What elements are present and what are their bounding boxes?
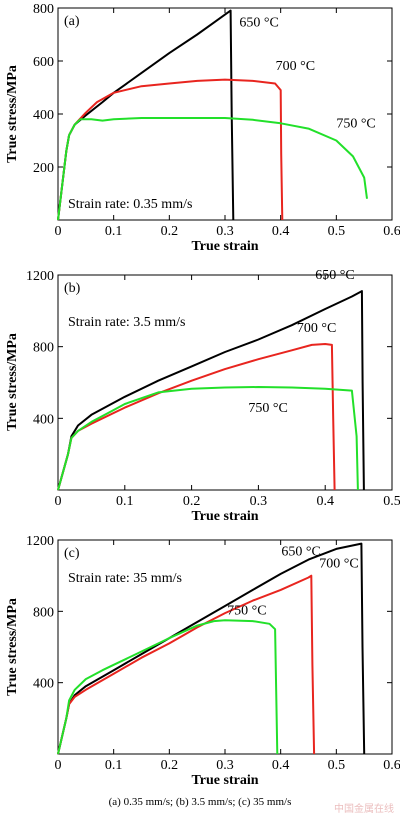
x-tick-label: 0.1 xyxy=(105,758,123,773)
x-tick-label: 0.2 xyxy=(161,224,179,239)
panel-label: (b) xyxy=(64,281,81,296)
x-tick-label: 0.3 xyxy=(250,494,268,509)
plot-frame xyxy=(57,7,393,221)
y-tick-label: 600 xyxy=(33,55,54,70)
series-line-750 xyxy=(57,619,279,755)
y-tick-label: 200 xyxy=(33,161,54,176)
y-axis-label: True stress/MPa xyxy=(5,333,20,431)
series-label-700: 700 °C xyxy=(276,59,315,74)
series-label-750: 750 °C xyxy=(336,117,375,132)
series-label-650: 650 °C xyxy=(315,268,354,283)
x-tick-label: 0.5 xyxy=(328,224,346,239)
strain-rate-annotation: Strain rate: 35 mm/s xyxy=(68,571,182,586)
series-line-750 xyxy=(57,117,368,221)
y-tick-label: 800 xyxy=(33,2,54,17)
y-tick-label: 400 xyxy=(33,677,54,692)
figure-caption: (a) 0.35 mm/s; (b) 3.5 mm/s; (c) 35 mm/s xyxy=(108,796,292,808)
x-tick-label: 0 xyxy=(55,758,62,773)
y-tick-label: 800 xyxy=(33,341,54,356)
series-label-650: 650 °C xyxy=(281,545,320,560)
y-axis-label: True stress/MPa xyxy=(5,65,20,163)
x-tick-label: 0.1 xyxy=(105,224,123,239)
x-tick-label: 0.2 xyxy=(161,758,179,773)
x-tick-label: 0.5 xyxy=(383,494,400,509)
panel-a: 0 0.1 0.2 0.3 0.4 0.5 0.6 200 400 600 800 True stra… xyxy=(5,2,400,254)
series-label-700: 700 °C xyxy=(319,557,358,572)
y-axis-label: True stress/MPa xyxy=(5,598,20,696)
x-axis-label: True strain xyxy=(191,773,258,788)
y-tick-label: 400 xyxy=(33,108,54,123)
x-tick-label: 0.6 xyxy=(383,758,400,773)
x-axis-label: True strain xyxy=(191,239,258,254)
y-tick-label: 1200 xyxy=(26,534,54,549)
x-tick-label: 0.4 xyxy=(316,494,334,509)
plot-frame xyxy=(57,274,393,491)
panel-c: 0 0.1 0.2 0.3 0.4 0.5 0.6 400 800 1200 True strain… xyxy=(5,534,400,788)
panel-label: (a) xyxy=(64,14,80,29)
x-tick-label: 0.3 xyxy=(216,224,234,239)
x-tick-label: 0.4 xyxy=(272,224,290,239)
series-label-750: 750 °C xyxy=(248,401,287,416)
x-tick-label: 0.5 xyxy=(328,758,346,773)
panel-label: (c) xyxy=(64,546,80,561)
series-line-650 xyxy=(57,290,365,491)
x-tick-label: 0.2 xyxy=(183,494,201,509)
y-tick-label: 400 xyxy=(33,412,54,427)
series-label-700: 700 °C xyxy=(297,321,336,336)
x-tick-label: 0.3 xyxy=(216,758,234,773)
x-tick-label: 0.1 xyxy=(116,494,134,509)
strain-rate-annotation: Strain rate: 3.5 mm/s xyxy=(68,315,185,330)
series-line-700 xyxy=(57,574,316,755)
series-label-650: 650 °C xyxy=(239,16,278,31)
watermark: 中国金属在线 xyxy=(334,804,394,815)
y-tick-label: 800 xyxy=(33,605,54,620)
x-tick-label: 0.4 xyxy=(272,758,290,773)
series-label-750: 750 °C xyxy=(227,603,266,618)
x-tick-label: 0.6 xyxy=(383,224,400,239)
strain-rate-annotation: Strain rate: 0.35 mm/s xyxy=(68,197,192,212)
x-axis-label: True strain xyxy=(191,509,258,524)
x-tick-label: 0 xyxy=(55,224,62,239)
y-tick-label: 1200 xyxy=(26,269,54,284)
series-line-750 xyxy=(57,386,359,491)
panel-b: 0 0.1 0.2 0.3 0.4 0.5 400 800 1200 True strain Tru… xyxy=(5,268,400,524)
x-tick-label: 0 xyxy=(55,494,62,509)
